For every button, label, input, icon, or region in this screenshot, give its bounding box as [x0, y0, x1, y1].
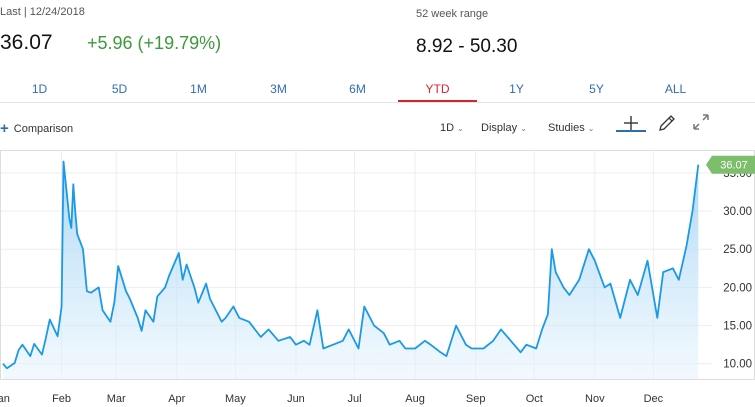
period-tabs: 1D 5D 1M 3M 6M YTD 1Y 5Y ALL [0, 78, 755, 102]
display-label: Display [481, 122, 518, 134]
tab-5d[interactable]: 5D [111, 82, 128, 96]
price-area [3, 161, 699, 379]
x-tick-label: Aug [405, 393, 425, 405]
interval-dropdown[interactable]: 1D ⌄ [440, 122, 464, 134]
x-tick-label: Jun [287, 393, 305, 405]
x-tick-label: Feb [52, 393, 71, 405]
tab-all[interactable]: ALL [664, 82, 687, 96]
last-price-marker-label: 36.07 [720, 160, 748, 172]
interval-label: 1D [440, 122, 455, 134]
y-tick-label: 15.00 [723, 321, 752, 333]
x-tick-label: May [225, 393, 246, 405]
chevron-down-icon: ⌄ [520, 124, 527, 133]
comparison-label: Comparison [13, 123, 74, 135]
last-price: 36.07 [0, 31, 53, 54]
tab-5y[interactable]: 5Y [589, 82, 604, 96]
tab-ytd[interactable]: YTD [398, 78, 477, 102]
fullscreen-button[interactable] [691, 112, 711, 132]
tab-1y[interactable]: 1Y [509, 82, 524, 96]
range-label: 52 week range [416, 8, 489, 20]
x-tick-label: Oct [526, 393, 543, 405]
studies-dropdown[interactable]: Studies ⌄ [548, 122, 594, 134]
x-tick-label: Mar [107, 393, 126, 405]
crosshair-icon [624, 116, 638, 130]
tabs-divider [0, 102, 755, 103]
x-tick-label: Dec [644, 393, 664, 405]
tab-1d[interactable]: 1D [31, 82, 48, 96]
price-change: +5.96 (+19.79%) [87, 33, 222, 53]
x-tick-label: Jan [0, 393, 10, 405]
chevron-down-icon: ⌄ [457, 124, 464, 133]
chart-toolbar: + Comparison 1D ⌄ Display ⌄ Studies ⌄ [0, 113, 755, 142]
chevron-down-icon: ⌄ [587, 124, 595, 133]
x-tick-label: Apr [168, 393, 185, 405]
y-tick-label: 30.00 [723, 206, 752, 218]
tab-1m[interactable]: 1M [190, 82, 207, 96]
studies-label: Studies [548, 122, 585, 134]
y-tick-label: 20.00 [723, 282, 752, 294]
plus-icon: + [0, 120, 9, 137]
crosshair-button[interactable] [616, 116, 646, 132]
tab-3m[interactable]: 3M [270, 82, 287, 96]
comparison-button[interactable]: + Comparison [0, 120, 73, 137]
expand-icon [693, 114, 709, 130]
y-tick-label: 25.00 [723, 244, 752, 256]
draw-button[interactable] [657, 113, 677, 133]
display-dropdown[interactable]: Display ⌄ [481, 122, 527, 134]
crosshair-active-underline [616, 130, 646, 132]
last-price-marker [706, 155, 755, 174]
x-tick-label: Jul [348, 393, 362, 405]
x-tick-label: Sep [466, 393, 486, 405]
last-updated-label: Last | 12/24/2018 [0, 6, 85, 18]
price-line [2, 160, 700, 370]
x-tick-label: Nov [585, 393, 605, 405]
pencil-icon [659, 115, 675, 131]
y-tick-label: 10.00 [723, 359, 752, 371]
tab-6m[interactable]: 6M [349, 82, 366, 96]
range-value: 8.92 - 50.30 [416, 36, 518, 57]
